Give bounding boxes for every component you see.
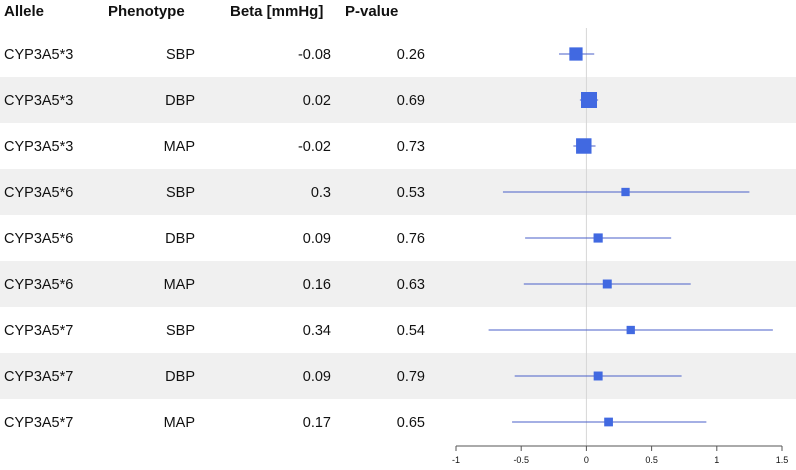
point-estimate bbox=[621, 187, 630, 197]
x-tick-label: -1 bbox=[452, 455, 460, 465]
pvalue-cell: 0.65 bbox=[397, 415, 425, 431]
x-tick-label: 0.5 bbox=[645, 455, 658, 465]
beta-cell: 0.09 bbox=[303, 231, 331, 247]
pvalue-cell: 0.79 bbox=[397, 369, 425, 385]
point-estimate bbox=[593, 371, 603, 381]
point-estimate bbox=[569, 47, 583, 61]
phenotype-cell: SBP bbox=[166, 185, 195, 201]
header-pvalue: P-value bbox=[345, 3, 398, 20]
phenotype-cell: DBP bbox=[165, 369, 195, 385]
beta-cell: 0.02 bbox=[303, 93, 331, 109]
phenotype-cell: DBP bbox=[165, 93, 195, 109]
beta-cell: -0.08 bbox=[298, 47, 331, 63]
allele-cell: CYP3A5*7 bbox=[4, 369, 73, 385]
phenotype-cell: MAP bbox=[164, 139, 195, 155]
header-beta: Beta [mmHg] bbox=[230, 3, 323, 20]
point-estimate bbox=[602, 279, 612, 289]
x-tick-label: 1 bbox=[714, 455, 719, 465]
x-tick-label: 1.5 bbox=[776, 455, 789, 465]
allele-cell: CYP3A5*6 bbox=[4, 231, 73, 247]
point-estimate bbox=[626, 325, 635, 335]
phenotype-cell: MAP bbox=[164, 277, 195, 293]
point-estimate bbox=[604, 417, 613, 427]
point-estimate bbox=[593, 233, 603, 243]
pvalue-cell: 0.26 bbox=[397, 47, 425, 63]
beta-cell: 0.17 bbox=[303, 415, 331, 431]
phenotype-cell: MAP bbox=[164, 415, 195, 431]
x-tick-label: -0.5 bbox=[513, 455, 529, 465]
allele-cell: CYP3A5*3 bbox=[4, 139, 73, 155]
beta-cell: 0.16 bbox=[303, 277, 331, 293]
pvalue-cell: 0.73 bbox=[397, 139, 425, 155]
pvalue-cell: 0.53 bbox=[397, 185, 425, 201]
header-allele: Allele bbox=[4, 3, 44, 20]
allele-cell: CYP3A5*3 bbox=[4, 47, 73, 63]
allele-cell: CYP3A5*3 bbox=[4, 93, 73, 109]
beta-cell: 0.09 bbox=[303, 369, 331, 385]
pvalue-cell: 0.54 bbox=[397, 323, 425, 339]
phenotype-cell: DBP bbox=[165, 231, 195, 247]
beta-cell: 0.34 bbox=[303, 323, 331, 339]
phenotype-cell: SBP bbox=[166, 323, 195, 339]
x-tick-label: 0 bbox=[584, 455, 589, 465]
allele-cell: CYP3A5*7 bbox=[4, 415, 73, 431]
row-shade bbox=[0, 77, 796, 123]
beta-cell: 0.3 bbox=[311, 185, 331, 201]
beta-cell: -0.02 bbox=[298, 139, 331, 155]
allele-cell: CYP3A5*7 bbox=[4, 323, 73, 339]
pvalue-cell: 0.76 bbox=[397, 231, 425, 247]
pvalue-cell: 0.63 bbox=[397, 277, 425, 293]
header-phenotype: Phenotype bbox=[108, 3, 185, 20]
point-estimate bbox=[581, 92, 598, 108]
phenotype-cell: SBP bbox=[166, 47, 195, 63]
allele-cell: CYP3A5*6 bbox=[4, 277, 73, 293]
point-estimate bbox=[576, 138, 592, 154]
allele-cell: CYP3A5*6 bbox=[4, 185, 73, 201]
pvalue-cell: 0.69 bbox=[397, 93, 425, 109]
